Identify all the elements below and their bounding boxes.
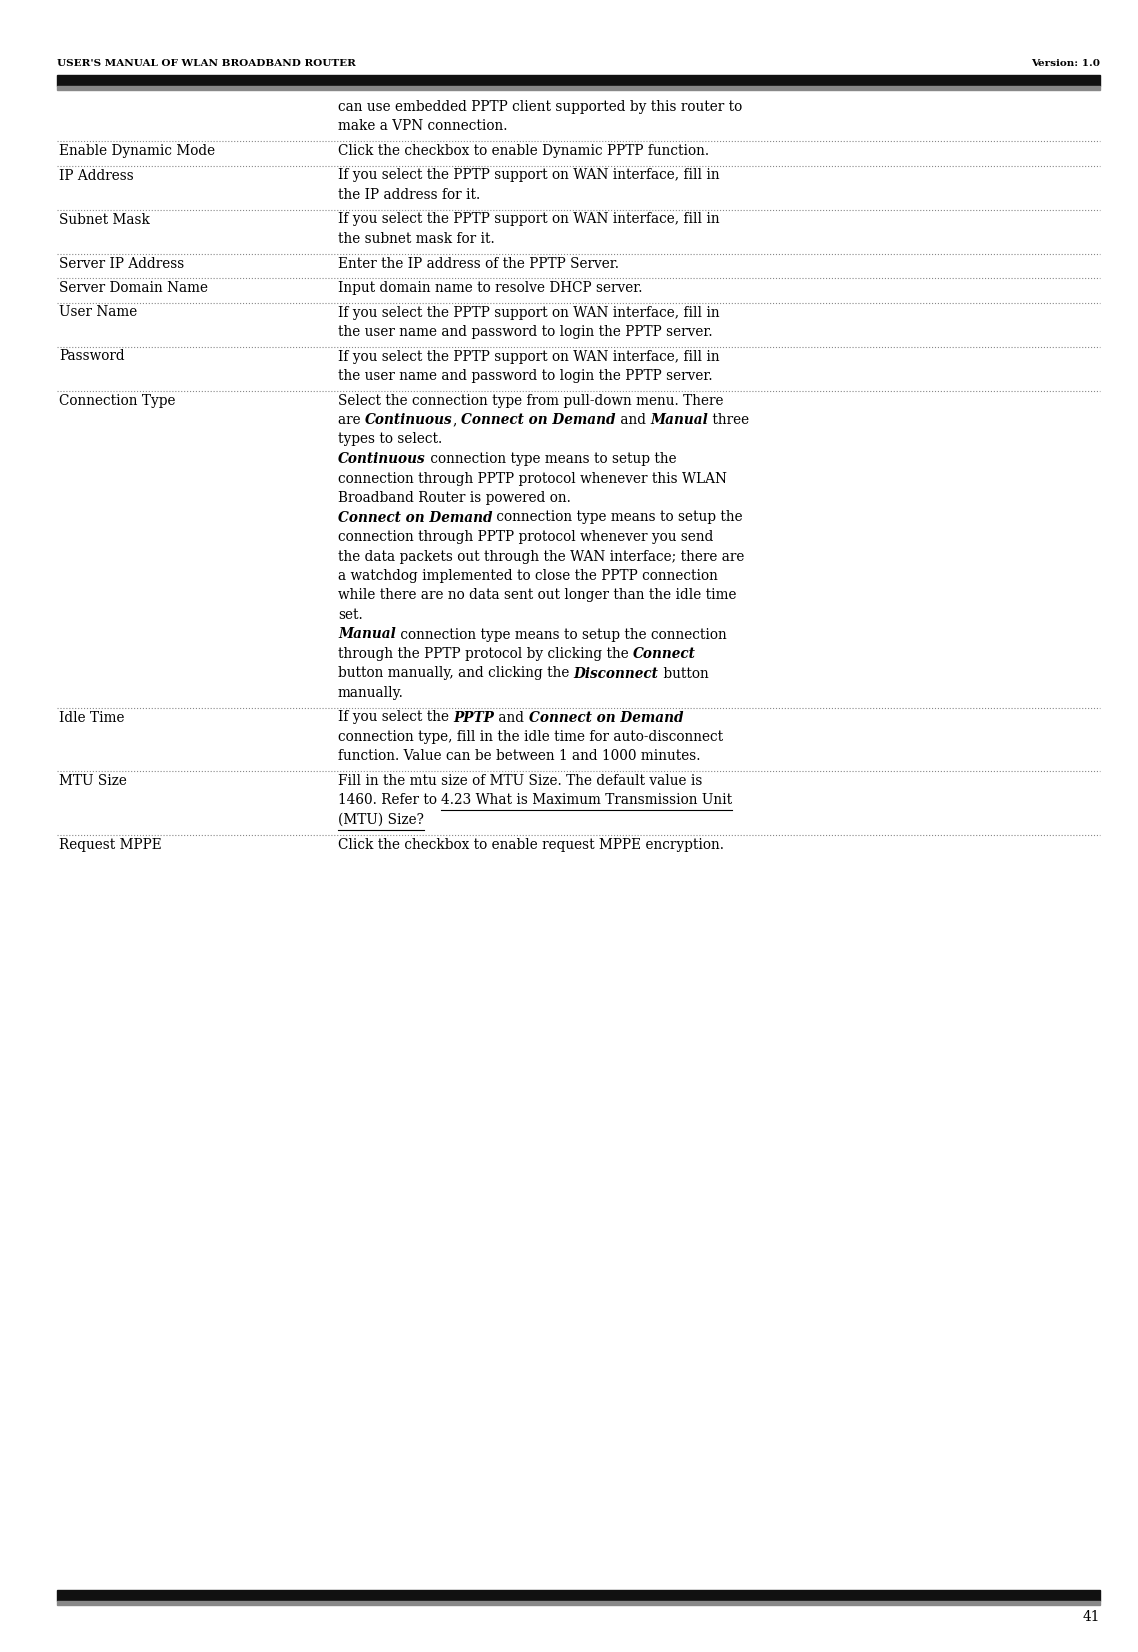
Text: Select the connection type from pull-down menu. There: Select the connection type from pull-dow… — [338, 393, 724, 408]
Text: Continuous: Continuous — [365, 413, 453, 426]
Text: function. Value can be between 1 and 1000 minutes.: function. Value can be between 1 and 100… — [338, 750, 701, 763]
Text: Connect on Demand: Connect on Demand — [529, 710, 683, 725]
Text: connection type means to setup the: connection type means to setup the — [493, 510, 743, 524]
Text: Connection Type: Connection Type — [59, 393, 175, 408]
Text: If you select the PPTP support on WAN interface, fill in: If you select the PPTP support on WAN in… — [338, 213, 719, 226]
Text: Connect on Demand: Connect on Demand — [461, 413, 616, 426]
Text: Version: 1.0: Version: 1.0 — [1031, 59, 1100, 68]
Text: connection type, fill in the idle time for auto-disconnect: connection type, fill in the idle time f… — [338, 730, 723, 743]
Bar — [57, 1601, 1100, 1606]
Text: are: are — [338, 413, 365, 426]
Text: Idle Time: Idle Time — [59, 710, 124, 725]
Text: MTU Size: MTU Size — [59, 775, 126, 788]
Text: Broadband Router is powered on.: Broadband Router is powered on. — [338, 491, 571, 506]
Text: If you select the: If you select the — [338, 710, 453, 725]
Text: connection through PPTP protocol whenever this WLAN: connection through PPTP protocol wheneve… — [338, 471, 727, 486]
Text: Connect: Connect — [633, 648, 696, 661]
Text: 1460. Refer to: 1460. Refer to — [338, 793, 442, 808]
Text: connection type means to setup the: connection type means to setup the — [426, 453, 676, 466]
Text: Enter the IP address of the PPTP Server.: Enter the IP address of the PPTP Server. — [338, 256, 619, 271]
Text: Connect on Demand: Connect on Demand — [338, 510, 493, 524]
Text: set.: set. — [338, 608, 363, 623]
Text: Click the checkbox to enable Dynamic PPTP function.: Click the checkbox to enable Dynamic PPT… — [338, 144, 709, 159]
Text: the user name and password to login the PPTP server.: the user name and password to login the … — [338, 368, 712, 383]
Text: the subnet mask for it.: the subnet mask for it. — [338, 231, 495, 246]
Text: Server IP Address: Server IP Address — [59, 256, 184, 271]
Text: If you select the PPTP support on WAN interface, fill in: If you select the PPTP support on WAN in… — [338, 169, 719, 182]
Text: 4.23 What is Maximum Transmission Unit: 4.23 What is Maximum Transmission Unit — [442, 793, 733, 808]
Text: can use embedded PPTP client supported by this router to: can use embedded PPTP client supported b… — [338, 101, 742, 114]
Text: connection through PPTP protocol whenever you send: connection through PPTP protocol wheneve… — [338, 530, 714, 544]
Text: the IP address for it.: the IP address for it. — [338, 188, 480, 202]
Text: Enable Dynamic Mode: Enable Dynamic Mode — [59, 144, 215, 159]
Text: User Name: User Name — [59, 306, 138, 319]
Text: If you select the PPTP support on WAN interface, fill in: If you select the PPTP support on WAN in… — [338, 306, 719, 319]
Text: a watchdog implemented to close the PPTP connection: a watchdog implemented to close the PPTP… — [338, 568, 718, 583]
Text: make a VPN connection.: make a VPN connection. — [338, 119, 508, 134]
Text: while there are no data sent out longer than the idle time: while there are no data sent out longer … — [338, 588, 736, 603]
Text: Subnet Mask: Subnet Mask — [59, 213, 150, 226]
Text: button: button — [659, 666, 708, 681]
Text: (MTU) Size?: (MTU) Size? — [338, 813, 423, 828]
Text: button manually, and clicking the: button manually, and clicking the — [338, 666, 574, 681]
Text: IP Address: IP Address — [59, 169, 134, 182]
Text: and: and — [616, 413, 650, 426]
Text: USER'S MANUAL OF WLAN BROADBAND ROUTER: USER'S MANUAL OF WLAN BROADBAND ROUTER — [57, 59, 356, 68]
Text: three: three — [708, 413, 749, 426]
Text: Continuous: Continuous — [338, 453, 426, 466]
Bar — [57, 1589, 1100, 1601]
Text: manually.: manually. — [338, 686, 404, 700]
Bar — [57, 86, 1100, 89]
Text: PPTP: PPTP — [453, 710, 494, 725]
Text: Request MPPE: Request MPPE — [59, 838, 162, 851]
Text: ,: , — [453, 413, 461, 426]
Text: types to select.: types to select. — [338, 433, 443, 446]
Text: Server Domain Name: Server Domain Name — [59, 281, 208, 296]
Text: through the PPTP protocol by clicking the: through the PPTP protocol by clicking th… — [338, 648, 633, 661]
Text: Click the checkbox to enable request MPPE encryption.: Click the checkbox to enable request MPP… — [338, 838, 724, 851]
Text: Manual: Manual — [650, 413, 708, 426]
Text: and: and — [494, 710, 529, 725]
Text: the data packets out through the WAN interface; there are: the data packets out through the WAN int… — [338, 550, 744, 563]
Text: Manual: Manual — [338, 628, 396, 641]
Bar — [57, 74, 1100, 86]
Text: Input domain name to resolve DHCP server.: Input domain name to resolve DHCP server… — [338, 281, 643, 296]
Text: Disconnect: Disconnect — [574, 666, 659, 681]
Text: If you select the PPTP support on WAN interface, fill in: If you select the PPTP support on WAN in… — [338, 350, 719, 363]
Text: Password: Password — [59, 350, 125, 363]
Text: connection type means to setup the connection: connection type means to setup the conne… — [396, 628, 726, 641]
Text: the user name and password to login the PPTP server.: the user name and password to login the … — [338, 325, 712, 339]
Text: Fill in the mtu size of MTU Size. The default value is: Fill in the mtu size of MTU Size. The de… — [338, 775, 702, 788]
Text: 41: 41 — [1082, 1611, 1100, 1624]
